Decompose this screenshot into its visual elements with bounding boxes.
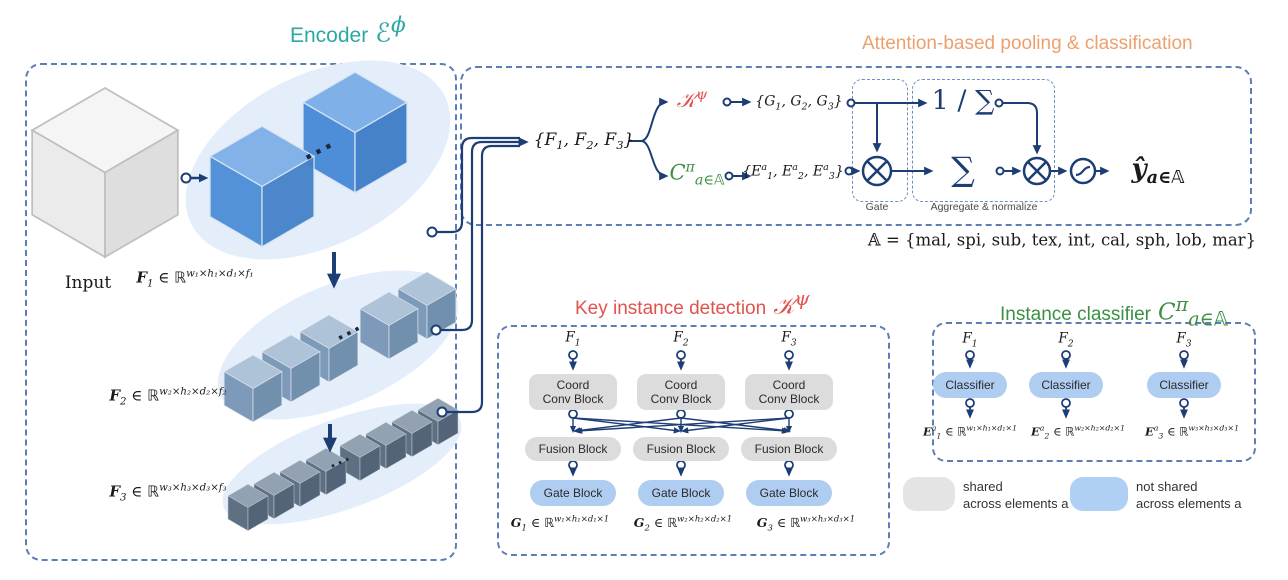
classifier-block: Classifier bbox=[1147, 372, 1221, 398]
e2-formula: Ea2 ∈ ℝw₂×h₂×d₂×1 bbox=[1030, 423, 1126, 441]
ic-title-text: Instance classifier bbox=[1000, 303, 1152, 325]
ic-symbol: Cπa∈𝔸 bbox=[669, 159, 725, 189]
ic-input-f3: F3 bbox=[1176, 330, 1192, 350]
feature-set: {F1, F2, F3} bbox=[533, 129, 635, 153]
gate-block: Gate Block bbox=[638, 480, 724, 506]
kid-input-f3: F3 bbox=[781, 329, 797, 349]
kid-title-text: Key instance detection bbox=[575, 297, 767, 319]
kid-input-f2: F2 bbox=[673, 329, 689, 349]
f2-formula: F2 ∈ ℝw₂×h₂×d₂×f₂ bbox=[109, 386, 227, 408]
gate-label: Gate bbox=[865, 201, 889, 213]
kid-title: Key instance detection 𝒦ψ bbox=[575, 287, 810, 320]
e-set: {Ea1, Ea2, Ea3} bbox=[742, 161, 844, 183]
encoder-title: Encoder ℰϕ bbox=[290, 13, 406, 49]
legend-not-shared-label: not shared across elements a bbox=[1136, 479, 1242, 511]
f1-formula: F1 ∈ ℝw₁×h₁×d₁×f₁ bbox=[136, 268, 254, 290]
aggregate-subbox bbox=[912, 79, 1055, 202]
kid-panel bbox=[497, 325, 890, 556]
e3-formula: Ea3 ∈ ℝw₃×h₃×d₃×1 bbox=[1144, 423, 1240, 441]
e1-formula: Ea1 ∈ ℝw₁×h₁×d₁×1 bbox=[922, 423, 1018, 441]
kid-symbol: 𝒦ψ bbox=[676, 87, 708, 112]
attribute-set: 𝔸 = {mal, spi, sub, tex, int, cal, sph, … bbox=[867, 230, 1257, 250]
y-hat: ŷa∈𝔸 bbox=[1131, 153, 1185, 189]
legend-shared-label: shared across elements a bbox=[963, 479, 1069, 511]
sum-symbol: ∑ bbox=[951, 149, 975, 189]
coord-conv-block: Coord Conv Block bbox=[637, 374, 725, 410]
input-label: Input bbox=[64, 273, 112, 293]
fusion-block: Fusion Block bbox=[525, 437, 621, 461]
legend-shared-swatch bbox=[903, 477, 955, 511]
gate-block: Gate Block bbox=[530, 480, 616, 506]
fusion-block: Fusion Block bbox=[633, 437, 729, 461]
gate-subbox bbox=[852, 79, 908, 202]
attention-title: Attention-based pooling & classification bbox=[862, 33, 1193, 55]
ic-input-f2: F2 bbox=[1058, 330, 1074, 350]
encoder-title-text: Encoder bbox=[290, 23, 369, 47]
aggregate-label: Aggregate & normalize bbox=[930, 201, 1038, 213]
g-set: {G1, G2, G3} bbox=[755, 93, 843, 113]
classifier-block: Classifier bbox=[933, 372, 1007, 398]
ic-title: Instance classifier Cπa∈𝔸 bbox=[1000, 293, 1228, 330]
coord-conv-block: Coord Conv Block bbox=[529, 374, 617, 410]
kid-input-f1: F1 bbox=[565, 329, 581, 349]
ic-panel bbox=[932, 322, 1256, 462]
g3-formula: G3 ∈ ℝw₃×h₃×d₃×1 bbox=[756, 514, 856, 534]
g1-formula: G1 ∈ ℝw₁×h₁×d₁×1 bbox=[510, 514, 610, 534]
g2-formula: G2 ∈ ℝw₂×h₂×d₂×1 bbox=[633, 514, 733, 534]
ic-input-f1: F1 bbox=[962, 330, 978, 350]
attention-title-text: Attention-based pooling & classification bbox=[862, 33, 1193, 54]
coord-conv-block: Coord Conv Block bbox=[745, 374, 833, 410]
legend-not-shared-swatch bbox=[1070, 477, 1128, 511]
classifier-block: Classifier bbox=[1029, 372, 1103, 398]
gate-block: Gate Block bbox=[746, 480, 832, 506]
fusion-block: Fusion Block bbox=[741, 437, 837, 461]
f3-formula: F3 ∈ ℝw₃×h₃×d₃×f₃ bbox=[109, 482, 227, 504]
encoder-panel bbox=[25, 63, 457, 561]
one-over-sum: 1 / ∑ bbox=[931, 85, 995, 117]
encoder-symbol: ℰϕ bbox=[375, 13, 406, 49]
ic-title-symbol: Cπa∈𝔸 bbox=[1158, 293, 1229, 331]
kid-title-symbol: 𝒦ψ bbox=[773, 287, 810, 320]
